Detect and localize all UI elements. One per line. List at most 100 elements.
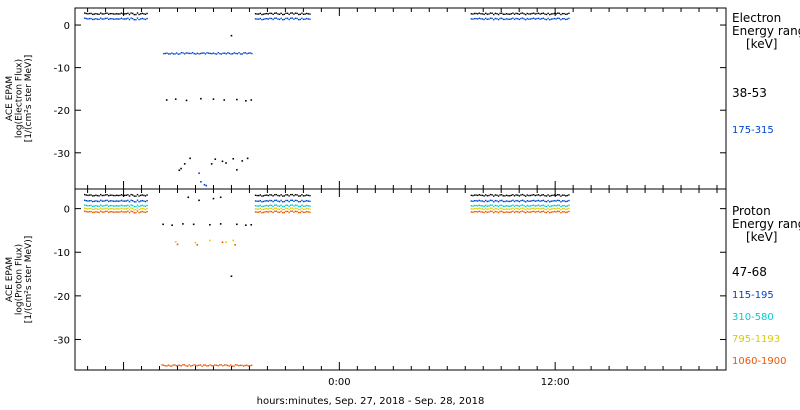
data-point [185, 52, 187, 54]
data-point [539, 194, 541, 197]
data-point [504, 211, 506, 214]
data-point [127, 194, 129, 196]
data-point [518, 200, 521, 203]
data-point [301, 194, 303, 196]
data-point [552, 211, 554, 213]
data-point [282, 13, 284, 16]
data-point [302, 200, 305, 203]
data-point [502, 195, 505, 197]
data-point [302, 208, 305, 211]
data-point [85, 194, 87, 196]
data-point [128, 13, 131, 16]
data-point [146, 194, 148, 196]
data-point [88, 200, 91, 202]
data-point [505, 18, 508, 20]
data-point [91, 13, 94, 16]
data-point [107, 200, 110, 203]
data-point [222, 52, 224, 54]
data-point [258, 205, 260, 207]
data-point [254, 205, 257, 207]
data-point [544, 208, 546, 210]
data-point [520, 199, 522, 202]
data-point [499, 17, 501, 20]
data-point [280, 199, 282, 202]
data-point [502, 211, 505, 214]
data-point [172, 364, 174, 366]
data-point [217, 365, 219, 367]
data-point [274, 17, 276, 20]
data-point [309, 13, 311, 15]
y-axis-label: log(Electron Flux) [15, 59, 25, 138]
data-point [523, 18, 525, 20]
data-point [103, 208, 105, 210]
data-point [291, 204, 294, 206]
data-point [288, 195, 290, 197]
data-point [259, 210, 262, 213]
data-point [553, 17, 556, 20]
data-point [517, 18, 519, 20]
data-point [96, 194, 99, 197]
data-point [531, 200, 533, 202]
data-point [288, 18, 290, 21]
data-point [272, 205, 274, 208]
data-point [103, 18, 105, 20]
data-point [130, 12, 132, 14]
y-tick-label: -10 [54, 64, 70, 75]
data-point [475, 200, 477, 202]
data-point [106, 207, 108, 209]
data-point [288, 211, 290, 214]
data-point [470, 211, 473, 213]
data-point [209, 52, 211, 55]
data-point [138, 13, 140, 16]
data-point [180, 52, 183, 54]
data-point [497, 205, 500, 208]
data-point [111, 211, 113, 213]
data-point [261, 208, 263, 211]
data-point [243, 52, 245, 54]
data-point [190, 365, 192, 367]
data-point [472, 208, 474, 210]
data-point [277, 18, 279, 20]
data-point [499, 210, 501, 213]
data-point [521, 207, 524, 209]
data-point [90, 207, 92, 210]
data-point [496, 200, 498, 202]
data-point [133, 201, 135, 203]
data-point [254, 211, 257, 213]
data-point [274, 194, 276, 196]
data-point [198, 172, 200, 175]
data-point [496, 18, 498, 20]
data-point [187, 196, 190, 199]
data-point [512, 199, 514, 202]
data-point [178, 364, 181, 366]
data-point [557, 210, 559, 212]
data-point [120, 204, 123, 206]
data-point [547, 210, 549, 213]
data-point [207, 52, 210, 54]
data-point [106, 210, 108, 212]
data-point [215, 364, 218, 366]
data-point [220, 364, 222, 366]
data-point [489, 207, 492, 209]
data-point [566, 208, 569, 210]
data-point [139, 194, 142, 197]
data-point [128, 208, 131, 211]
data-point [107, 208, 110, 210]
data-point [555, 13, 557, 15]
data-point [523, 200, 525, 202]
data-point [483, 211, 485, 214]
data-point [496, 194, 498, 196]
data-point [541, 12, 543, 15]
data-point [520, 194, 522, 196]
data-point [246, 52, 248, 55]
data-point [274, 199, 276, 202]
data-point [497, 195, 500, 197]
data-point [107, 195, 110, 197]
data-point [304, 200, 306, 203]
data-point [146, 204, 148, 207]
data-point [515, 194, 517, 196]
data-point [135, 208, 137, 211]
data-point [96, 208, 99, 210]
data-point [143, 205, 145, 207]
data-point [99, 12, 102, 14]
